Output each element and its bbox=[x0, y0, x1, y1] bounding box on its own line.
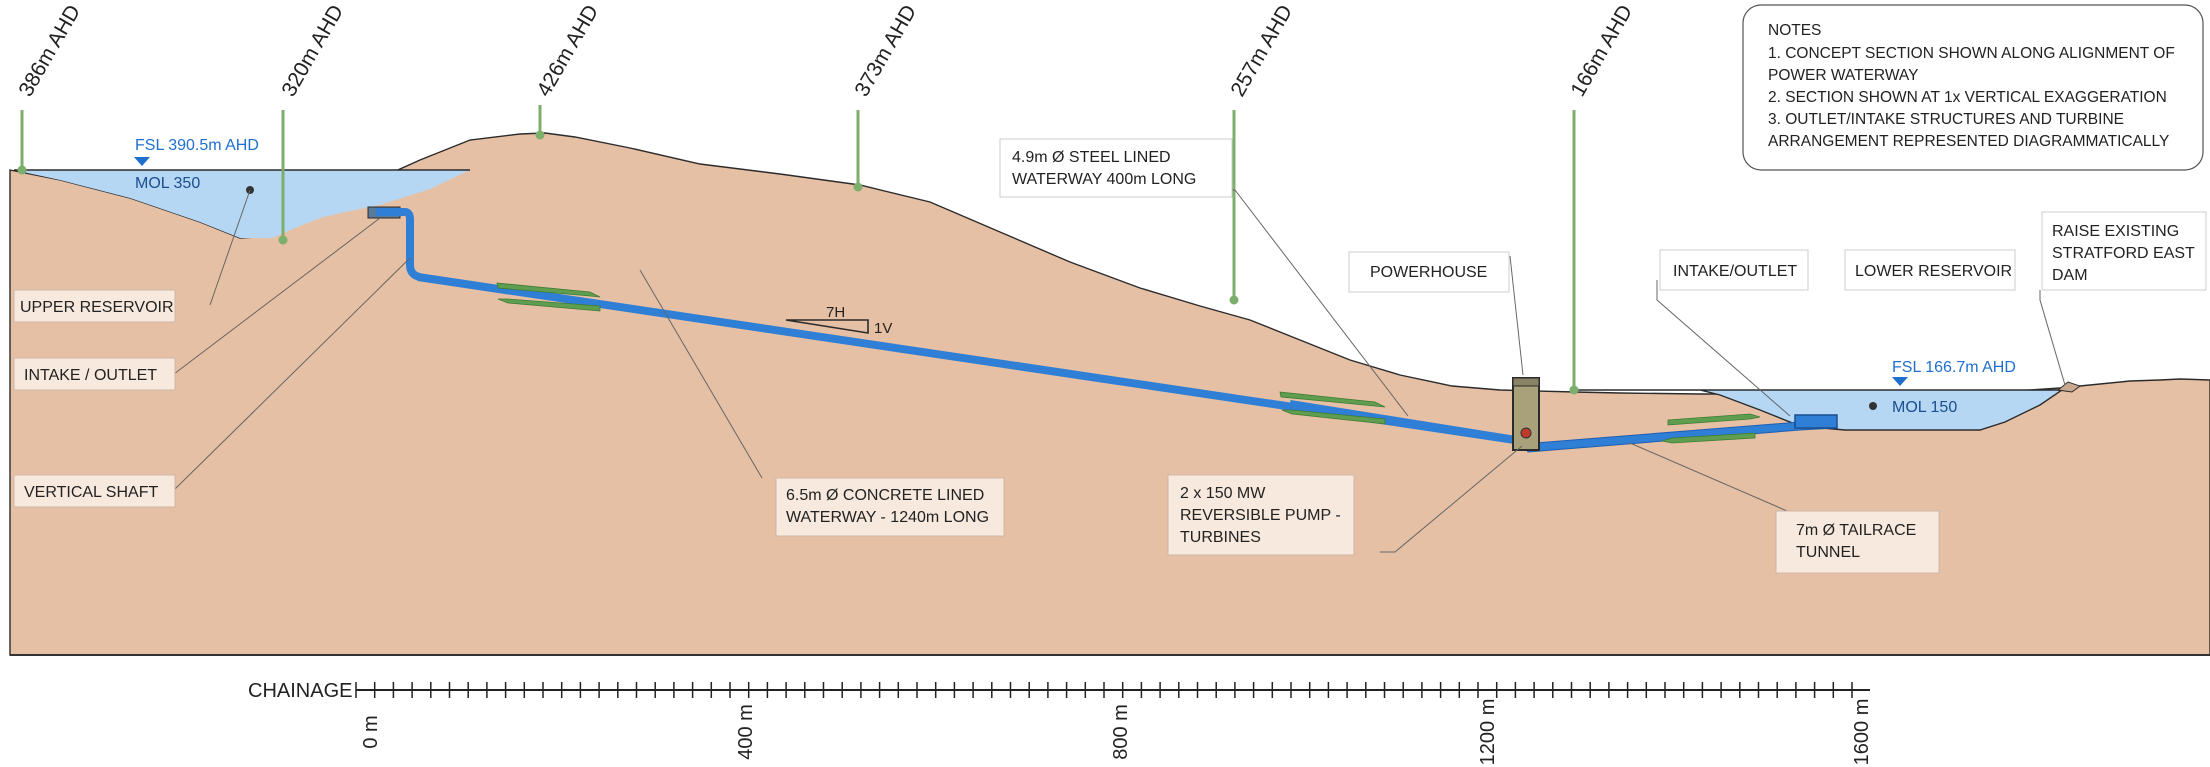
elevation-label-386: 386m AHD bbox=[14, 1, 85, 100]
callout-tailrace: 7m Ø TAILRACE TUNNEL bbox=[1775, 510, 1940, 574]
upper-reservoir-water bbox=[14, 170, 470, 238]
callout-intake-outlet-lower: INTAKE/OUTLET bbox=[1659, 249, 1809, 291]
callout-vertical-shaft-text: VERTICAL SHAFT bbox=[24, 484, 158, 501]
slope-indicator: 7H 1V bbox=[785, 304, 892, 337]
upper-mol-label: MOL 350 bbox=[135, 175, 200, 192]
chainage-tick-label-0: 0 m bbox=[360, 715, 382, 748]
chainage-tick-label-400: 400 m bbox=[735, 704, 757, 760]
steel-lined-waterway bbox=[1289, 400, 1523, 443]
leader-lines bbox=[173, 189, 2066, 553]
slope-v-label: 1V bbox=[874, 320, 892, 337]
notes-panel: NOTES 1. CONCEPT SECTION SHOWN ALONG ALI… bbox=[1742, 4, 2204, 171]
callout-pump-turbines-line-2: REVERSIBLE PUMP - bbox=[1180, 507, 1341, 524]
flow-arrow-icon bbox=[1279, 391, 1386, 408]
chainage-tick-label-1200: 1200 m bbox=[1477, 699, 1499, 766]
elevation-label-426: 426m AHD bbox=[532, 1, 603, 100]
callout-steel-waterway: 4.9m Ø STEEL LINED WATERWAY 400m LONG bbox=[999, 138, 1233, 198]
callout-powerhouse-text: POWERHOUSE bbox=[1370, 264, 1487, 281]
lower-reservoir-water bbox=[1575, 389, 2065, 431]
callout-concrete-waterway: 6.5m Ø CONCRETE LINED WATERWAY - 1240m L… bbox=[775, 477, 1005, 537]
callout-upper-reservoir-text: UPPER RESERVOIR bbox=[20, 299, 174, 316]
notes-title: NOTES bbox=[1768, 22, 1821, 39]
notes-line-2: POWER WATERWAY bbox=[1768, 67, 1918, 84]
callout-raise-dam-line-1: RAISE EXISTING bbox=[2052, 223, 2179, 240]
flow-arrow-icon bbox=[497, 298, 601, 312]
chainage-ticks bbox=[355, 682, 1853, 698]
elevation-marker-426: 426m AHD bbox=[532, 1, 603, 140]
chainage-tick-text-1200: 1200 m bbox=[1477, 699, 1499, 766]
power-waterway bbox=[367, 206, 1838, 453]
callout-raise-dam-line-2: STRATFORD EAST bbox=[2052, 245, 2195, 262]
chainage-tick-text-1600: 1600 m bbox=[1851, 699, 1873, 766]
callout-intake-outlet-lower-text: INTAKE/OUTLET bbox=[1673, 263, 1797, 280]
callout-intake-outlet-upper: INTAKE / OUTLET bbox=[13, 357, 176, 391]
elevation-marker-166: 166m AHD bbox=[1566, 1, 1637, 395]
lower-fsl-marker-icon bbox=[1892, 377, 1908, 386]
slope-h-label: 7H bbox=[826, 304, 845, 321]
callout-vertical-shaft: VERTICAL SHAFT bbox=[13, 474, 176, 508]
turbine-icon bbox=[1520, 427, 1532, 439]
callout-pump-turbines: 2 x 150 MW REVERSIBLE PUMP - TURBINES bbox=[1167, 474, 1355, 556]
flow-arrow-icon bbox=[496, 282, 601, 298]
callout-raise-dam-line-3: DAM bbox=[2052, 267, 2088, 284]
chainage-label: CHAINAGE bbox=[248, 680, 352, 702]
upper-fsl-label: FSL 390.5m AHD bbox=[135, 137, 259, 154]
elevation-marker-373: 373m AHD bbox=[850, 1, 921, 192]
callout-pump-turbines-line-3: TURBINES bbox=[1180, 529, 1261, 546]
callout-concrete-waterway-line-2: WATERWAY - 1240m LONG bbox=[786, 509, 989, 526]
elevation-marker-386: 386m AHD bbox=[14, 1, 85, 175]
elevation-label-373: 373m AHD bbox=[850, 1, 921, 100]
callout-pump-turbines-line-1: 2 x 150 MW bbox=[1180, 485, 1266, 502]
callout-tailrace-line-1: 7m Ø TAILRACE bbox=[1796, 522, 1916, 539]
notes-line-4: 3. OUTLET/INTAKE STRUCTURES AND TURBINE bbox=[1768, 111, 2124, 128]
chainage-scale: CHAINAGE 0 m 400 m 800 m 1200 m 1600 m bbox=[248, 680, 1873, 765]
callout-raise-dam: RAISE EXISTING STRATFORD EAST DAM bbox=[2041, 211, 2207, 291]
flow-arrow-icon bbox=[1281, 409, 1386, 425]
elevation-label-257: 257m AHD bbox=[1226, 1, 1297, 100]
chainage-tick-label-1600: 1600 m bbox=[1851, 699, 1873, 766]
callout-powerhouse: POWERHOUSE bbox=[1348, 251, 1510, 293]
callout-tailrace-line-2: TUNNEL bbox=[1796, 544, 1860, 561]
elevation-label-166: 166m AHD bbox=[1566, 1, 1637, 100]
flow-arrow-icon bbox=[1661, 432, 1756, 444]
concrete-lined-waterway bbox=[417, 273, 1516, 444]
lower-intake-structure bbox=[1794, 414, 1838, 429]
chainage-tick-text-400: 400 m bbox=[735, 704, 757, 760]
callout-lower-reservoir: LOWER RESERVOIR bbox=[1844, 249, 2016, 291]
callout-steel-waterway-line-2: WATERWAY 400m LONG bbox=[1012, 171, 1196, 188]
notes-line-1: 1. CONCEPT SECTION SHOWN ALONG ALIGNMENT… bbox=[1768, 45, 2175, 62]
powerhouse-structure bbox=[1512, 377, 1540, 451]
notes-line-5: ARRANGEMENT REPRESENTED DIAGRAMMATICALLY bbox=[1768, 133, 2169, 150]
chainage-tick-text-800: 800 m bbox=[1110, 704, 1132, 760]
callout-intake-outlet-upper-text: INTAKE / OUTLET bbox=[24, 367, 157, 384]
callout-lower-reservoir-text: LOWER RESERVOIR bbox=[1855, 263, 2012, 280]
vertical-shaft-pipe bbox=[376, 208, 422, 281]
chainage-tick-label-800: 800 m bbox=[1110, 704, 1132, 760]
flow-arrow-icon bbox=[1667, 413, 1761, 426]
callout-concrete-waterway-line-1: 6.5m Ø CONCRETE LINED bbox=[786, 487, 984, 504]
lower-mol-label: MOL 150 bbox=[1892, 399, 1957, 416]
lower-fsl-label: FSL 166.7m AHD bbox=[1892, 359, 2016, 376]
flow-arrows bbox=[496, 282, 1761, 444]
elevation-label-320: 320m AHD bbox=[277, 1, 348, 100]
callout-upper-reservoir: UPPER RESERVOIR bbox=[13, 289, 176, 323]
chainage-tick-text-0: 0 m bbox=[360, 715, 382, 748]
elevation-marker-257: 257m AHD bbox=[1226, 1, 1297, 305]
lower-reservoir-point bbox=[1869, 402, 1877, 410]
callout-steel-waterway-line-1: 4.9m Ø STEEL LINED bbox=[1012, 149, 1171, 166]
notes-line-3: 2. SECTION SHOWN AT 1x VERTICAL EXAGGERA… bbox=[1768, 89, 2167, 106]
upper-fsl-marker-icon bbox=[134, 157, 150, 166]
